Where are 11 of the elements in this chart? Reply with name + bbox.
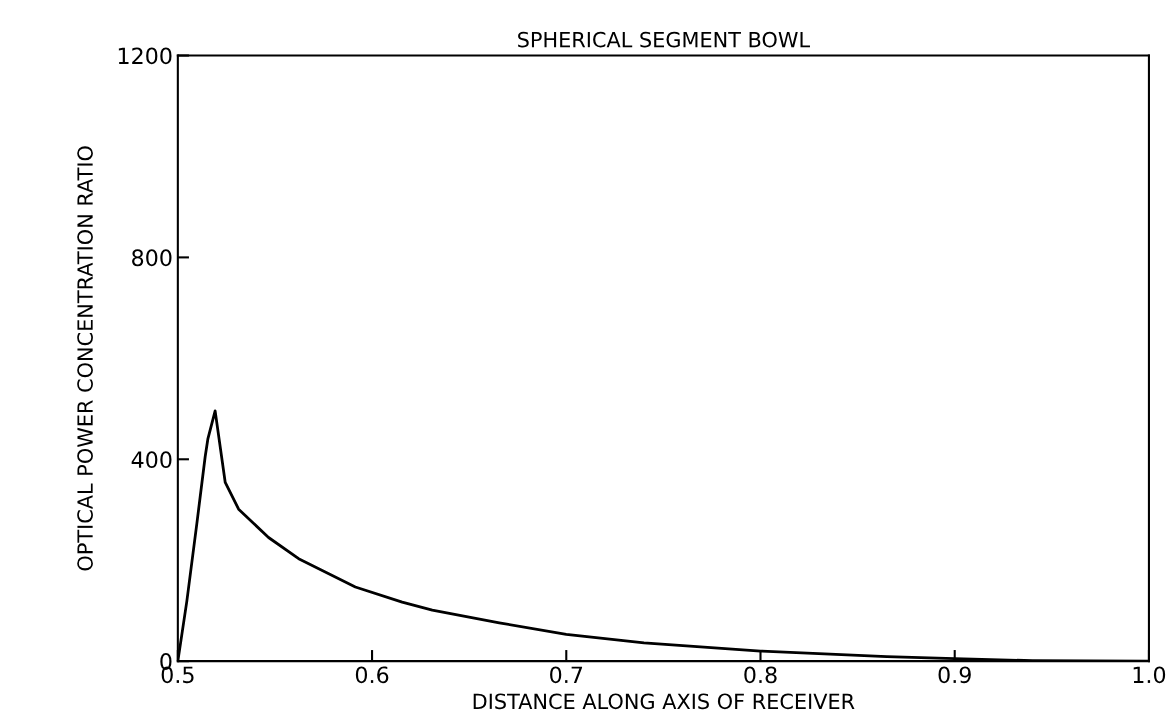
x-tick-label: 1.0 <box>1133 666 1166 684</box>
x-tick-label: 0.6 <box>355 666 389 684</box>
y-tick-label: 400 <box>131 451 172 469</box>
y-tick-label: 1200 <box>118 47 172 65</box>
x-axis-title: DISTANCE ALONG AXIS OF RECEIVER <box>473 693 855 710</box>
y-axis-title: OPTICAL POWER CONCENTRATION RATIO <box>77 146 93 571</box>
x-tick-label: 0.8 <box>744 666 777 684</box>
chart-title: SPHERICAL SEGMENT BOWL <box>518 31 810 48</box>
x-tick-label: 0.9 <box>938 666 971 684</box>
y-tick-label: 800 <box>132 249 172 267</box>
x-tick-label: 0.7 <box>550 666 583 684</box>
